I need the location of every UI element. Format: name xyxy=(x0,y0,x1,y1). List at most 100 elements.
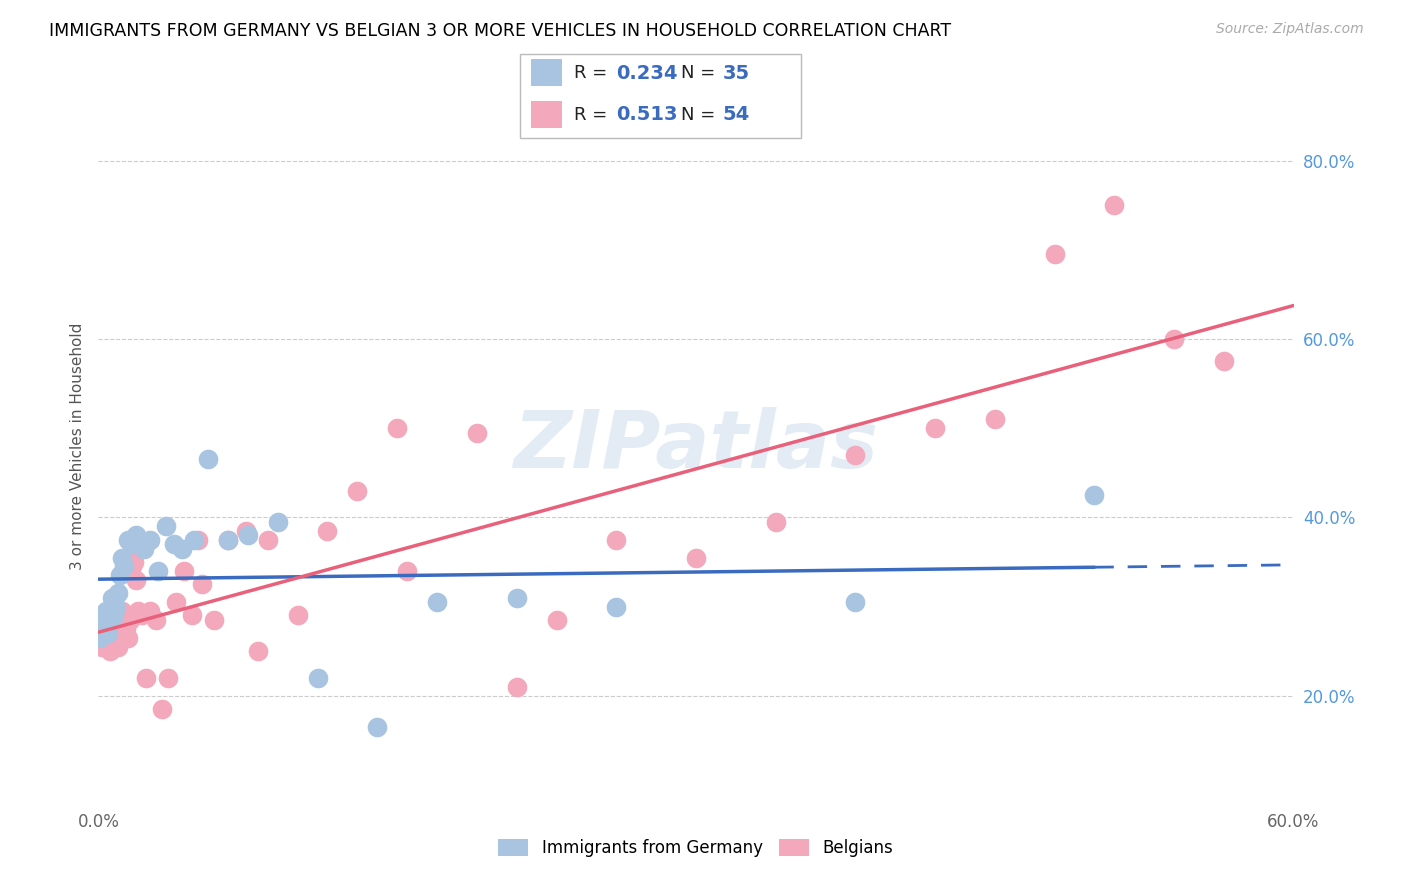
Point xyxy=(103,617,125,632)
Point xyxy=(1212,354,1234,368)
Point xyxy=(385,421,409,435)
Point xyxy=(465,425,488,440)
Point xyxy=(346,483,368,498)
Point xyxy=(197,452,219,467)
Legend: Immigrants from Germany, Belgians: Immigrants from Germany, Belgians xyxy=(491,831,901,866)
Point xyxy=(172,541,194,556)
Text: 54: 54 xyxy=(723,105,749,124)
Text: N =: N = xyxy=(681,105,720,123)
Point xyxy=(1163,332,1185,346)
Point xyxy=(117,533,139,547)
Point xyxy=(112,559,135,574)
Point xyxy=(120,613,142,627)
Point xyxy=(217,533,239,547)
Point xyxy=(131,608,153,623)
Point xyxy=(139,604,162,618)
Point xyxy=(173,564,195,578)
Point xyxy=(287,608,309,623)
Point xyxy=(107,586,129,600)
Point xyxy=(135,671,157,685)
Point xyxy=(150,702,173,716)
Point xyxy=(506,680,529,694)
Point xyxy=(89,635,111,649)
Point xyxy=(98,644,122,658)
Point xyxy=(121,559,143,574)
Point xyxy=(605,533,627,547)
Y-axis label: 3 or more Vehicles in Household: 3 or more Vehicles in Household xyxy=(69,322,84,570)
Point xyxy=(546,613,568,627)
Point xyxy=(844,595,866,609)
FancyBboxPatch shape xyxy=(531,59,562,86)
Point xyxy=(191,577,214,591)
Text: Source: ZipAtlas.com: Source: ZipAtlas.com xyxy=(1216,22,1364,37)
Point xyxy=(256,533,278,547)
Point xyxy=(145,613,167,627)
Point xyxy=(236,528,259,542)
Point xyxy=(1083,488,1105,502)
Point xyxy=(506,591,529,605)
Point xyxy=(121,537,143,551)
Point xyxy=(187,533,209,547)
Point xyxy=(246,644,269,658)
Point xyxy=(89,631,111,645)
Point xyxy=(105,631,128,645)
Point xyxy=(267,515,290,529)
Point xyxy=(97,635,120,649)
Point xyxy=(155,519,177,533)
Point xyxy=(101,591,124,605)
Point xyxy=(235,524,257,538)
Point xyxy=(103,608,125,623)
Point xyxy=(157,671,180,685)
Point xyxy=(366,720,388,734)
Point xyxy=(111,604,134,618)
Point xyxy=(111,550,134,565)
Point xyxy=(685,550,707,565)
Point xyxy=(181,608,204,623)
Point xyxy=(91,617,114,632)
Point xyxy=(129,537,152,551)
Point xyxy=(134,541,156,556)
Point xyxy=(183,533,205,547)
Point xyxy=(97,626,120,640)
FancyBboxPatch shape xyxy=(531,101,562,128)
Point xyxy=(202,613,225,627)
Point xyxy=(96,604,118,618)
Point xyxy=(1043,247,1066,261)
Text: 35: 35 xyxy=(723,63,749,83)
Point xyxy=(165,595,187,609)
Point xyxy=(426,595,449,609)
Text: N =: N = xyxy=(681,64,720,82)
Point xyxy=(125,528,148,542)
Point xyxy=(1104,198,1126,212)
Point xyxy=(396,564,419,578)
Point xyxy=(117,631,139,645)
Point xyxy=(96,626,118,640)
Point xyxy=(217,533,239,547)
Point xyxy=(91,640,114,654)
Point xyxy=(115,622,138,636)
Text: 0.513: 0.513 xyxy=(616,105,678,124)
FancyBboxPatch shape xyxy=(520,54,801,138)
Point xyxy=(605,599,627,614)
Point xyxy=(124,555,146,569)
Point xyxy=(110,608,132,623)
Point xyxy=(125,573,148,587)
Text: R =: R = xyxy=(574,64,613,82)
Point xyxy=(984,412,1007,426)
Point xyxy=(98,613,122,627)
Text: IMMIGRANTS FROM GERMANY VS BELGIAN 3 OR MORE VEHICLES IN HOUSEHOLD CORRELATION C: IMMIGRANTS FROM GERMANY VS BELGIAN 3 OR … xyxy=(49,22,952,40)
Point xyxy=(148,564,170,578)
Point xyxy=(93,622,115,636)
Point xyxy=(163,537,186,551)
Point xyxy=(112,613,135,627)
Point xyxy=(105,599,128,614)
Point xyxy=(110,568,132,582)
Point xyxy=(844,448,866,462)
Point xyxy=(101,622,124,636)
Point xyxy=(93,631,115,645)
Point xyxy=(107,640,129,654)
Text: 0.234: 0.234 xyxy=(616,63,678,83)
Point xyxy=(316,524,339,538)
Point xyxy=(139,533,162,547)
Text: R =: R = xyxy=(574,105,613,123)
